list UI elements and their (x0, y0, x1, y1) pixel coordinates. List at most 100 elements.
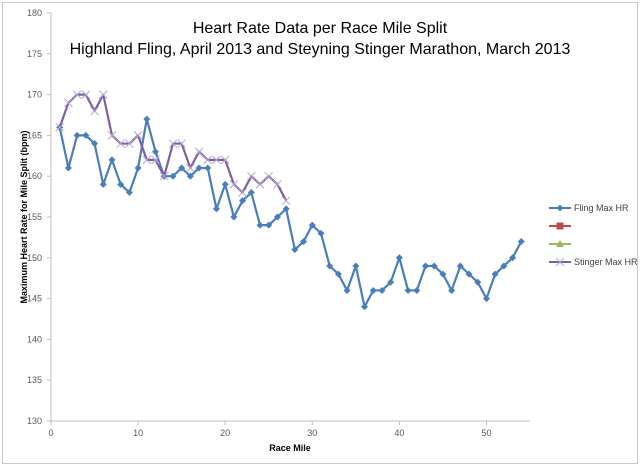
data-point-diamond (256, 221, 264, 229)
data-point-diamond (117, 180, 125, 188)
data-point-x (107, 131, 117, 140)
y-tick-label: 170 (27, 90, 42, 100)
data-point-diamond (387, 278, 395, 286)
data-point-x (220, 155, 230, 165)
data-point-diamond (239, 197, 247, 205)
data-point-diamond (221, 180, 229, 188)
data-point-x (142, 155, 152, 165)
y-axis-label: Maximum Heart Rate for Mile Split (bpm) (19, 130, 29, 303)
data-point-x (185, 163, 195, 173)
data-point-diamond (369, 286, 377, 294)
data-point-diamond (421, 262, 429, 270)
data-point-x (177, 139, 186, 148)
legend-item (549, 240, 571, 247)
data-point-x (212, 155, 221, 165)
data-point-x (255, 180, 265, 189)
data-point-x (203, 155, 213, 165)
data-point-diamond (204, 164, 212, 172)
data-point-diamond (143, 115, 151, 123)
data-point-diamond (186, 172, 194, 180)
data-point-diamond (361, 303, 369, 311)
series-stinger-max-hr (55, 90, 291, 206)
data-point-diamond (108, 156, 116, 164)
data-point-diamond (64, 164, 72, 172)
data-point-x (90, 106, 99, 116)
data-point-diamond (91, 140, 99, 148)
data-point-x (281, 196, 291, 206)
y-axis: 130 135 140 145 150 155 160 165 170 175 180 (27, 8, 52, 426)
y-tick-label: 155 (27, 212, 42, 222)
y-tick-label: 180 (27, 8, 42, 18)
data-point-diamond (395, 254, 403, 262)
data-point-diamond (343, 286, 351, 294)
x-tick-label: 40 (394, 428, 404, 438)
data-point-diamond (448, 286, 456, 294)
data-point-diamond (509, 254, 517, 262)
legend-item (549, 222, 571, 230)
data-point-diamond (413, 286, 421, 294)
y-tick-label: 150 (27, 253, 42, 263)
data-point-x (273, 180, 282, 189)
chart-subtitle: Highland Fling, April 2013 and Steyning … (70, 41, 571, 58)
data-point-x (246, 171, 256, 181)
data-point-diamond (500, 262, 508, 270)
x-tick-label: 20 (220, 428, 230, 438)
data-point-x (133, 131, 143, 140)
x-tick-label: 0 (48, 428, 53, 438)
data-point-diamond (152, 148, 160, 156)
data-point-diamond (195, 164, 203, 172)
data-point-diamond (334, 270, 342, 278)
data-point-x (125, 139, 134, 148)
series-line (58, 117, 523, 308)
data-point-diamond (465, 270, 473, 278)
data-point-x (64, 98, 73, 108)
data-point-diamond (300, 237, 308, 245)
data-point-diamond (456, 262, 464, 270)
data-point-diamond (134, 164, 142, 172)
data-point-x (168, 139, 178, 148)
x-axis-label: Race Mile (269, 443, 311, 453)
y-tick-label: 160 (27, 171, 42, 181)
data-point-diamond (326, 262, 334, 270)
data-point-diamond (517, 237, 525, 245)
x-tick-label: 50 (481, 428, 491, 438)
x-tick-label: 30 (307, 428, 317, 438)
legend-item: Fling Max HR (549, 203, 629, 213)
data-point-x (159, 171, 169, 181)
data-point-diamond (430, 262, 438, 270)
plot-area (55, 90, 525, 311)
data-point-x (98, 90, 108, 99)
data-point-diamond (317, 229, 325, 237)
data-point-diamond (169, 172, 177, 180)
data-point-x (555, 257, 565, 267)
chart-title: Heart Rate Data per Race Mile Split (193, 20, 448, 37)
data-point-square (556, 222, 564, 230)
data-point-diamond (491, 270, 499, 278)
data-point-diamond (99, 180, 107, 188)
data-point-x (151, 155, 160, 165)
y-tick-label: 140 (27, 334, 42, 344)
data-point-triangle (556, 240, 564, 247)
data-point-x (72, 90, 82, 99)
y-tick-label: 145 (27, 294, 42, 304)
x-tick-label: 10 (133, 428, 143, 438)
x-axis: 0 10 20 30 40 50 (48, 420, 530, 438)
data-point-x (229, 180, 239, 189)
data-point-diamond (439, 270, 447, 278)
data-point-x (238, 188, 247, 197)
y-tick-label: 165 (27, 130, 42, 140)
data-point-diamond (230, 213, 238, 221)
data-point-diamond (273, 213, 281, 221)
data-point-diamond (352, 262, 360, 270)
y-tick-label: 135 (27, 375, 42, 385)
data-point-diamond (556, 204, 564, 212)
legend: Fling Max HR Stinger Max HR (549, 203, 638, 267)
data-point-diamond (212, 205, 220, 213)
data-point-diamond (404, 286, 412, 294)
data-point-diamond (474, 278, 482, 286)
series-fling-max-hr (56, 115, 525, 311)
data-point-diamond (265, 221, 273, 229)
data-point-diamond (378, 286, 386, 294)
legend-label: Stinger Max HR (574, 257, 638, 267)
